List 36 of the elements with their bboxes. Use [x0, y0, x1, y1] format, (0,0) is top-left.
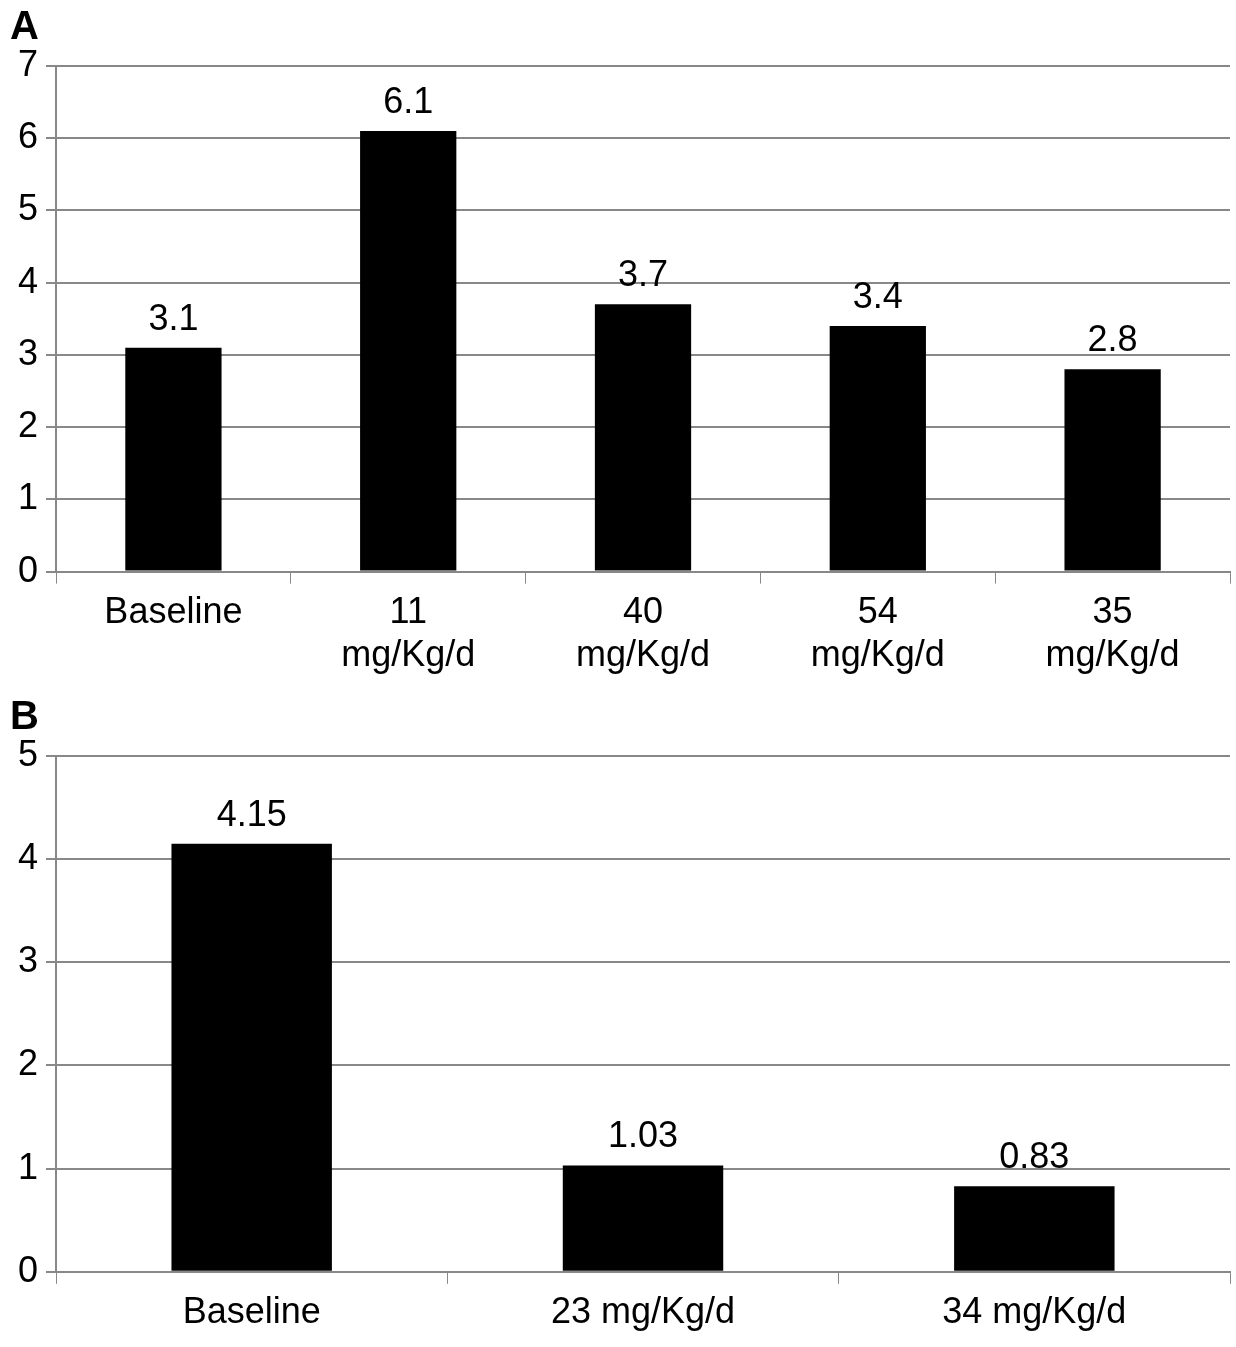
y-tick-label: 4: [17, 836, 39, 878]
x-tick-label: 40 mg/Kg/d: [575, 590, 711, 675]
data-label: 3.1: [148, 296, 199, 338]
data-label: 3.4: [852, 274, 903, 316]
x-tick-label: 54 mg/Kg/d: [810, 590, 945, 675]
bar: [1064, 369, 1161, 571]
data-label: 6.1: [383, 79, 434, 121]
x-tick-label: Baseline: [182, 1290, 321, 1332]
y-tick-label: 0: [17, 548, 39, 590]
bar: [562, 1165, 724, 1271]
y-tick-label: 0: [17, 1248, 39, 1290]
y-tick-label: 3: [17, 331, 39, 373]
bar: [594, 304, 692, 571]
data-label: 4.15: [216, 792, 287, 834]
y-tick-label: 2: [17, 1042, 39, 1084]
bar: [829, 326, 926, 571]
bar: [954, 1186, 1115, 1271]
bar: [171, 843, 332, 1271]
x-tick-label: 35 mg/Kg/d: [1045, 590, 1180, 675]
data-label: 3.7: [617, 253, 669, 295]
y-tick-label: 1: [17, 476, 39, 518]
data-label: 2.8: [1087, 318, 1138, 360]
data-label: 0.83: [999, 1135, 1070, 1177]
bar: [125, 347, 222, 571]
x-tick-label: Baseline: [104, 590, 243, 632]
x-tick-label: 11 mg/Kg/d: [341, 590, 476, 675]
data-label: 1.03: [607, 1114, 679, 1156]
bar: [360, 131, 457, 571]
x-tick-label: 34 mg/Kg/d: [942, 1290, 1127, 1332]
y-tick-label: 4: [17, 259, 39, 301]
y-tick-label: 2: [17, 404, 39, 446]
y-tick-label: 1: [17, 1145, 39, 1187]
y-tick-label: 3: [17, 939, 39, 981]
y-tick-label: 6: [17, 115, 39, 157]
x-tick-label: 23 mg/Kg/d: [550, 1290, 736, 1332]
y-tick-label: 5: [17, 187, 39, 229]
